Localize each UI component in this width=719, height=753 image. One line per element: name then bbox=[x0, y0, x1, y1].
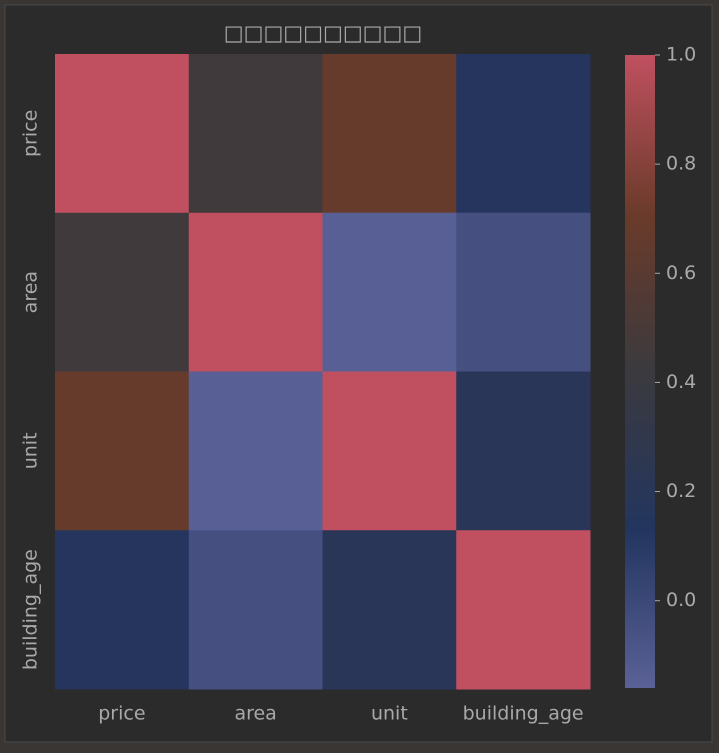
heatmap-cell bbox=[55, 530, 190, 690]
heatmap-cell bbox=[322, 54, 457, 214]
heatmap-cell bbox=[322, 530, 457, 690]
y-tick-label: area bbox=[20, 271, 42, 313]
heatmap-cell bbox=[55, 212, 190, 372]
heatmap-cell bbox=[322, 212, 457, 372]
x-tick-label: area bbox=[234, 703, 276, 725]
heatmap-cell bbox=[188, 54, 323, 214]
x-tick-label: price bbox=[98, 703, 145, 725]
heatmap-cell bbox=[55, 54, 190, 214]
colorbar-tick-label: 0.8 bbox=[666, 153, 696, 175]
chart-title: □□□□□□□□□□ bbox=[224, 21, 422, 45]
y-tick-label: price bbox=[20, 110, 42, 157]
x-tick-label: unit bbox=[371, 703, 408, 725]
colorbar bbox=[625, 55, 655, 688]
colorbar-tick-label: 1.0 bbox=[666, 44, 696, 66]
heatmap-cell bbox=[188, 212, 323, 372]
colorbar-tick-label: 0.4 bbox=[666, 371, 696, 393]
colorbar-tick-label: 0.0 bbox=[666, 589, 696, 611]
heatmap-cell bbox=[188, 530, 323, 690]
y-tick-label: building_age bbox=[20, 549, 42, 670]
heatmap-cell bbox=[456, 371, 591, 531]
heatmap-cell bbox=[456, 212, 591, 372]
heatmap-cell bbox=[55, 371, 190, 531]
x-tick-label: building_age bbox=[463, 703, 584, 725]
heatmap-cell bbox=[322, 371, 457, 531]
heatmap-cell bbox=[456, 530, 591, 690]
colorbar-tick-label: 0.2 bbox=[666, 480, 696, 502]
colorbar-tick-label: 0.6 bbox=[666, 262, 696, 284]
y-tick-label: unit bbox=[20, 432, 42, 469]
heatmap-cell bbox=[188, 371, 323, 531]
heatmap-cell bbox=[456, 54, 591, 214]
